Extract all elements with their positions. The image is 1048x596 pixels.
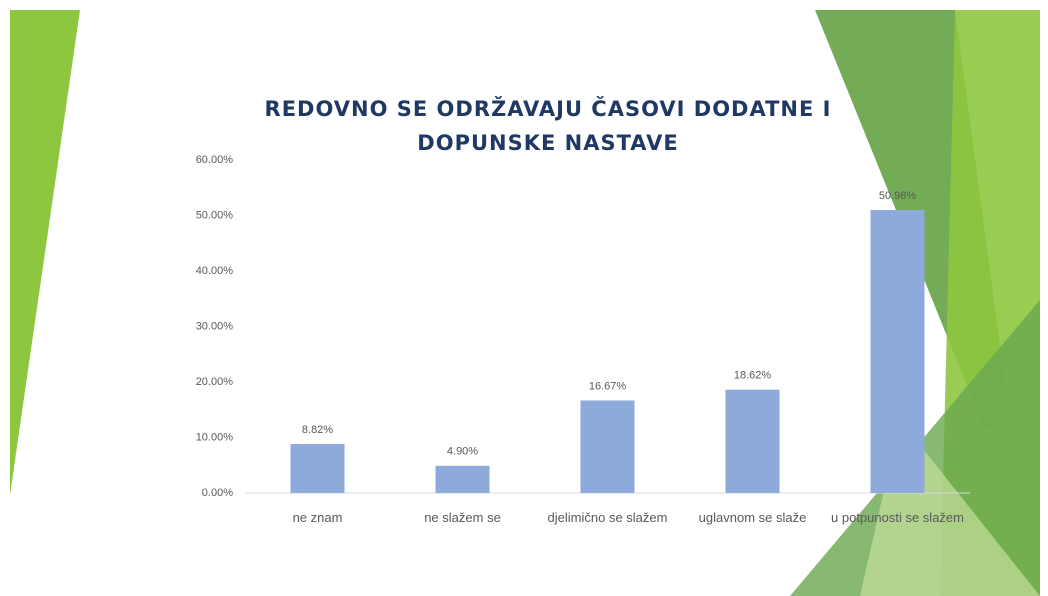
decoration (10, 10, 80, 495)
bar (435, 465, 490, 493)
chart-title: REDOVNO SE ODRŽAVAJU ČASOVI DODATNE I DO… (264, 97, 832, 155)
value-label: 4.90% (447, 446, 478, 458)
plot: 0.00% 10.00% 20.00% 30.00% 40.00% 50.00% 60.00… (196, 154, 970, 499)
bar (290, 444, 345, 493)
y-tick-label: 10.00% (196, 431, 234, 443)
value-label: 18.62% (734, 370, 772, 382)
x-tick-label: djelimično se slažem (547, 510, 668, 525)
x-tick-label: uglavnom se slaže (698, 510, 807, 525)
bar (580, 400, 635, 493)
y-tick-label: 20.00% (196, 376, 234, 388)
value-label: 50.98% (879, 190, 917, 202)
y-tick-label: 60.00% (196, 154, 234, 166)
y-tick-label: 40.00% (196, 265, 234, 277)
y-tick-label: 50.00% (196, 209, 234, 221)
y-tick-label: 0.00% (202, 487, 233, 499)
x-tick-label: u potpunosti se slažem (831, 510, 964, 525)
bar (725, 389, 780, 493)
value-label: 8.82% (302, 424, 333, 436)
value-label: 16.67% (589, 380, 627, 392)
bar (870, 210, 925, 493)
x-tick-label: ne znam (292, 510, 343, 525)
x-tick-label: ne slažem se (424, 510, 501, 525)
y-tick-label: 30.00% (196, 320, 234, 332)
